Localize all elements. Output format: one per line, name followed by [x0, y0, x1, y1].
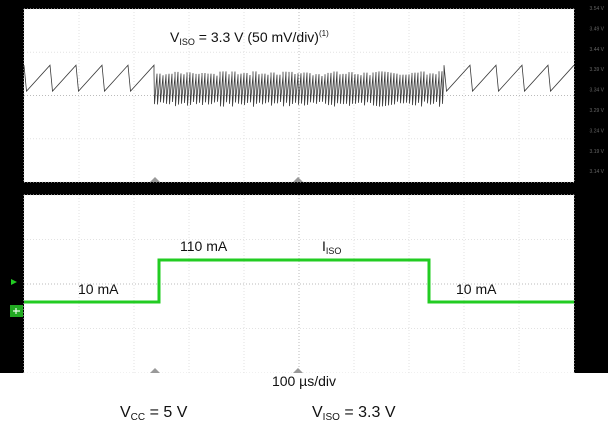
- voltage-tick-label: 3.29 V: [590, 108, 605, 114]
- low-current-annotation-left: 10 mA: [78, 281, 119, 297]
- test-conditions: VCC = 5 V VISO = 3.3 V: [0, 404, 608, 421]
- viso-voltage-trace: [23, 64, 575, 107]
- voltage-tick-label: 3.44 V: [590, 47, 605, 53]
- channel-level-marker: [11, 279, 17, 285]
- voltage-tick-label: 3.14 V: [590, 169, 605, 175]
- high-current-annotation: 110 mA: [180, 238, 228, 254]
- top-panel-grid: [23, 8, 575, 183]
- voltage-tick-label: 3.39 V: [590, 67, 605, 73]
- bottom-trigger-marker: [150, 368, 160, 373]
- bottom-panel: [24, 195, 574, 373]
- viso-condition: VISO = 3.3 V: [312, 404, 396, 421]
- oscilloscope-screen: 3.54 V 3.49 V 3.44 V 3.39 V 3.34 V 3.29 V 3.24…: [0, 0, 608, 373]
- timebase-label: 100 µs/div: [271, 373, 337, 389]
- voltage-tick-label: 3.49 V: [590, 26, 605, 32]
- voltage-tick-label: 3.34 V: [590, 88, 605, 94]
- voltage-tick-labels: 3.54 V 3.49 V 3.44 V 3.39 V 3.34 V 3.29 V 3.24…: [590, 6, 605, 175]
- viso-trace-label: VISO = 3.3 V (50 mV/div)(1): [170, 29, 329, 47]
- iiso-trace-label: IISO: [322, 238, 341, 256]
- voltage-tick-label: 3.19 V: [590, 149, 605, 155]
- vcc-condition: VCC = 5 V: [120, 404, 188, 421]
- voltage-tick-label: 3.54 V: [590, 6, 605, 12]
- channel-ground-glyph: [13, 308, 20, 314]
- bottom-center-marker: [293, 368, 303, 373]
- top-frame-bar: [0, 0, 608, 9]
- voltage-tick-label: 3.24 V: [590, 128, 605, 134]
- divider-bar: [0, 182, 608, 195]
- top-center-marker: [293, 177, 303, 182]
- iiso-current-trace: [24, 258, 574, 304]
- top-trigger-marker: [150, 177, 160, 182]
- low-current-annotation-right: 10 mA: [456, 281, 497, 297]
